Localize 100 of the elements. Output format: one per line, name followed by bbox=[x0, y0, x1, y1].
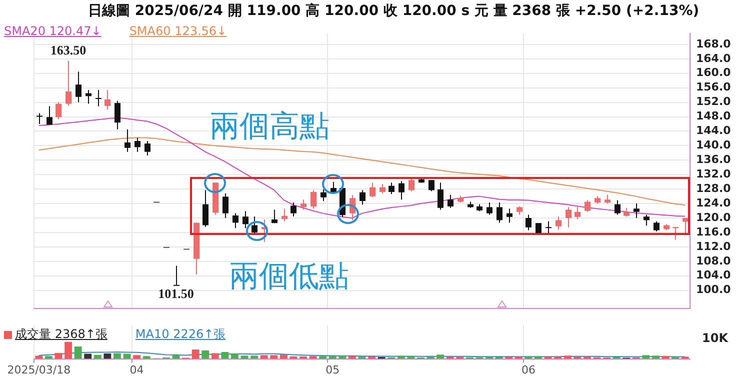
candlestick bbox=[672, 226, 678, 240]
bar bbox=[652, 356, 660, 359]
bar bbox=[142, 356, 150, 359]
bar bbox=[270, 355, 278, 359]
text: SMA20 120.47↓ bbox=[4, 24, 102, 38]
candlestick bbox=[388, 182, 394, 195]
bar bbox=[104, 354, 112, 359]
bar bbox=[534, 356, 542, 359]
bar bbox=[260, 355, 268, 359]
candlestick bbox=[654, 220, 660, 232]
y-tick-label: 160.0 bbox=[696, 66, 732, 80]
bar bbox=[133, 355, 141, 359]
y-tick-label: 144.0 bbox=[696, 124, 732, 138]
bar bbox=[436, 354, 444, 359]
candlestick bbox=[46, 106, 52, 126]
bar bbox=[328, 356, 336, 359]
bar bbox=[338, 356, 346, 359]
bar bbox=[309, 356, 317, 359]
candlestick bbox=[448, 194, 454, 208]
candlestick bbox=[506, 208, 512, 224]
candlestick bbox=[496, 202, 502, 224]
bar bbox=[221, 352, 229, 359]
series-label: MA10 2226↑張 bbox=[135, 326, 226, 343]
candlestick bbox=[428, 180, 434, 192]
chart-title: 日線圖 2025/06/24 開 119.00 高 120.00 收 120.00 s 元 量 2368 張 +2.50 (+2.13%) bbox=[88, 2, 700, 20]
x-tick-label: 04 bbox=[130, 363, 144, 376]
y-tick-label: 136.0 bbox=[696, 153, 732, 166]
bar bbox=[642, 355, 650, 359]
candlestick bbox=[398, 180, 404, 200]
annotation: 兩個低點 bbox=[228, 258, 349, 296]
candlestick bbox=[360, 190, 366, 206]
candlestick bbox=[114, 100, 120, 130]
candlestick bbox=[290, 202, 296, 218]
candlestick bbox=[300, 199, 306, 210]
bar bbox=[202, 350, 210, 359]
y-tick-label: 128.0 bbox=[696, 182, 732, 195]
text: 163.50 bbox=[50, 42, 86, 58]
candlestick bbox=[134, 137, 140, 152]
x-tick-label: 05 bbox=[326, 363, 340, 376]
x-tick-label: 06 bbox=[521, 363, 536, 376]
candlestick bbox=[526, 214, 532, 231]
bar bbox=[192, 350, 200, 359]
bar bbox=[407, 356, 415, 359]
bar bbox=[172, 355, 180, 359]
candlestick bbox=[202, 190, 208, 228]
candlestick bbox=[644, 214, 650, 226]
y-tick-label: 164.0 bbox=[696, 52, 732, 65]
y-tick-label: 120.0 bbox=[696, 210, 732, 224]
y-tick-label: 152.0 bbox=[696, 95, 732, 108]
bar bbox=[114, 353, 121, 359]
bar bbox=[123, 354, 131, 359]
bar bbox=[564, 356, 572, 359]
y-tick-label: 140.0 bbox=[696, 138, 732, 152]
candlestick bbox=[574, 206, 580, 220]
candlestick bbox=[36, 112, 42, 124]
candlestick bbox=[556, 216, 562, 230]
x-tick-label: 2025/03/18 bbox=[7, 363, 71, 376]
candlestick bbox=[66, 60, 72, 106]
candlestick bbox=[370, 182, 376, 198]
candlestick bbox=[96, 90, 102, 107]
bar bbox=[84, 354, 92, 359]
candlestick bbox=[56, 102, 62, 120]
text: SMA60 123.56↓ bbox=[129, 24, 227, 38]
bar bbox=[348, 356, 356, 359]
bar bbox=[230, 354, 238, 359]
bar bbox=[94, 354, 102, 359]
bar bbox=[211, 353, 219, 359]
y-tick-label: 168.0 bbox=[696, 37, 732, 50]
candlestick bbox=[144, 140, 150, 156]
bar bbox=[74, 346, 82, 359]
candlestick bbox=[310, 190, 316, 210]
y-tick-label: 108.0 bbox=[696, 254, 732, 268]
bar bbox=[44, 356, 52, 359]
bar bbox=[319, 356, 327, 359]
candlestick bbox=[546, 220, 552, 234]
candlestick bbox=[634, 203, 640, 219]
candlestick bbox=[614, 200, 620, 216]
y-tick-label: 124.0 bbox=[696, 196, 732, 210]
bar bbox=[54, 353, 62, 359]
candlestick bbox=[282, 208, 288, 222]
bar bbox=[280, 354, 288, 359]
candlestick bbox=[566, 206, 572, 228]
y-tick-label: 156.0 bbox=[696, 80, 732, 94]
candlestick bbox=[486, 202, 492, 216]
bar bbox=[35, 356, 43, 359]
y-tick-label: 104.0 bbox=[696, 268, 732, 282]
candlestick bbox=[174, 265, 180, 286]
candlestick bbox=[408, 178, 414, 192]
candlestick bbox=[76, 71, 82, 103]
bar bbox=[250, 356, 258, 359]
y-tick-label: 116.0 bbox=[696, 225, 732, 238]
candlestick bbox=[320, 188, 326, 202]
candlestick bbox=[272, 209, 278, 224]
bar bbox=[64, 342, 72, 359]
y-tick-label: 148.0 bbox=[696, 110, 732, 123]
candlestick bbox=[380, 184, 386, 194]
candlestick bbox=[104, 90, 110, 110]
candlestick bbox=[242, 210, 248, 229]
candlestick bbox=[222, 192, 228, 219]
candlestick bbox=[232, 212, 238, 229]
